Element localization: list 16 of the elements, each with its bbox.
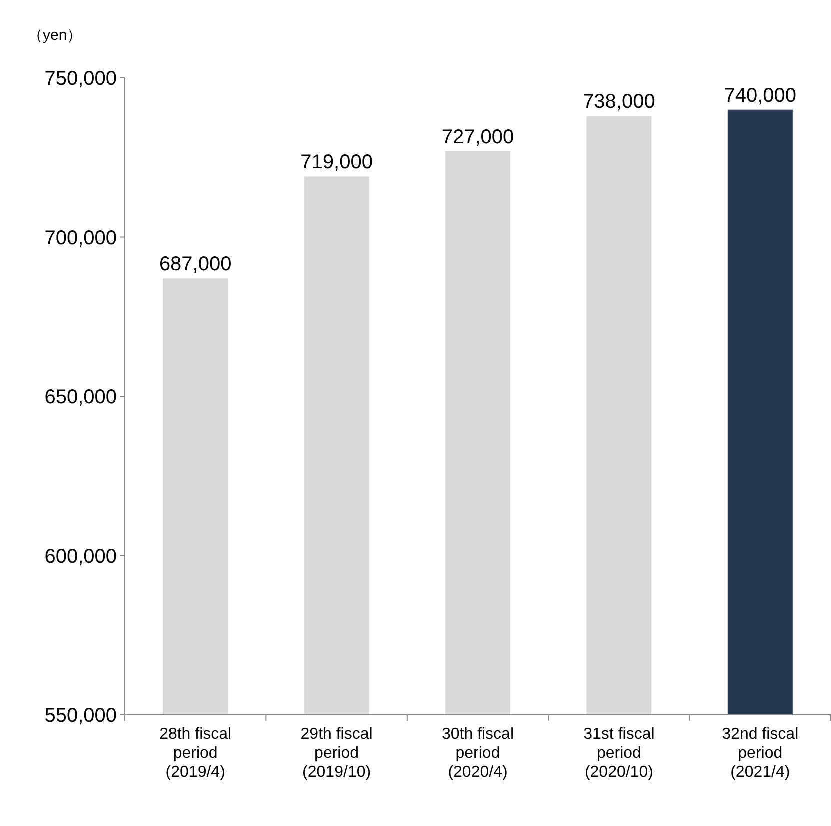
y-tick-label: 600,000 <box>44 546 117 568</box>
x-tick-label: 28th fiscal period (2019/4) <box>160 726 232 781</box>
y-tick-label: 550,000 <box>44 705 117 727</box>
y-tick-label: 750,000 <box>44 68 117 90</box>
x-tick-label: 32nd fiscal period (2021/4) <box>722 726 799 781</box>
y-tick-label: 650,000 <box>44 386 117 408</box>
x-tick-label: 29th fiscal period (2019/10) <box>300 726 373 781</box>
data-label: 738,000 <box>583 91 656 114</box>
data-label: 687,000 <box>159 254 232 276</box>
data-label: 727,000 <box>442 126 514 148</box>
data-label: 740,000 <box>724 84 797 107</box>
data-label: 719,000 <box>300 152 373 174</box>
x-tick-label: 31st fiscal period (2020/10) <box>584 726 655 781</box>
x-tick-label: 30th fiscal period (2020/4) <box>442 726 514 781</box>
y-tick-label: 700,000 <box>44 227 117 250</box>
y-axis-title: （yen） <box>28 27 82 44</box>
